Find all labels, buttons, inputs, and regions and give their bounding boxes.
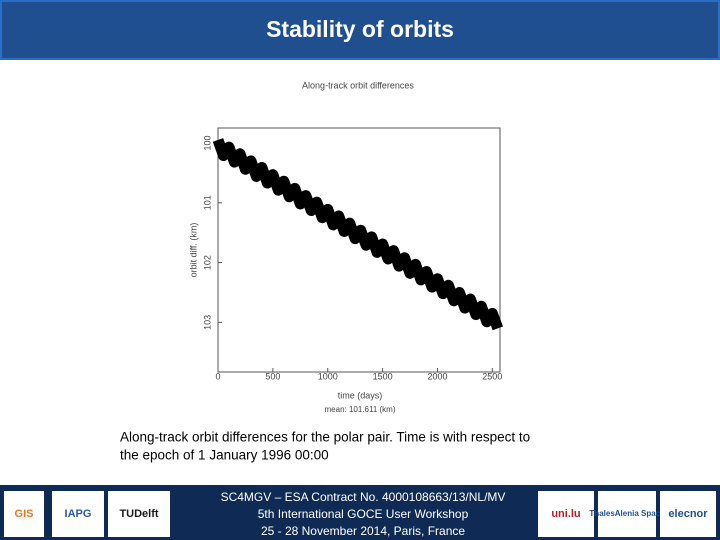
plot-title: Along-track orbit differences: [302, 80, 414, 90]
plot-frame: [217, 127, 501, 373]
x-tick-label: 1000: [318, 371, 338, 381]
x-tick-label: 2000: [427, 371, 447, 381]
y-tick-label: 100: [202, 135, 212, 150]
caption-line: Along-track orbit differences for the po…: [120, 430, 530, 445]
x-tick-label: 2500: [482, 371, 502, 381]
x-tick-label: 1500: [373, 371, 393, 381]
logo-box: [660, 491, 716, 537]
x-tick-label: 500: [265, 371, 280, 381]
y-tick-label: 101: [202, 195, 212, 210]
y-tick-label: 102: [202, 255, 212, 270]
logos: GIS IAPG TUDelft uni.lu ThalesAlenia Space el…: [4, 491, 716, 537]
x-axis-label: time (days): [338, 390, 383, 400]
data-line: [212, 138, 503, 331]
logo-box: [598, 491, 656, 537]
slide-title: Stability of orbits: [266, 16, 454, 42]
footer-line: SC4MGV – ESA Contract No. 4000108663/13/…: [221, 490, 506, 504]
y-tick-label: 103: [202, 315, 212, 330]
logo-text: elecnor: [668, 508, 708, 520]
logo-text: GIS: [15, 508, 34, 520]
logo-text: uni.lu: [551, 508, 580, 520]
logo-box: [108, 491, 170, 537]
logo-box: [4, 491, 44, 537]
logo-text: TUDelft: [119, 508, 158, 520]
caption-line: the epoch of 1 January 1996 00:00: [120, 448, 329, 463]
logo-box: [52, 491, 104, 537]
x-tick-label: 0: [215, 371, 220, 381]
logo-box: [538, 491, 594, 537]
plot: 0 500 1000 1500 2000 2500 100 101 102 103: [202, 135, 503, 381]
logo-text: ThalesAlenia Space: [589, 509, 665, 518]
logo-text: IAPG: [65, 508, 92, 520]
footer-line: 25 - 28 November 2014, Paris, France: [261, 524, 465, 538]
header-bar: [0, 0, 720, 60]
footer-line: 5th International GOCE User Workshop: [258, 507, 469, 521]
y-axis-label: orbit diff. (km): [188, 223, 198, 278]
plot-note: mean: 101.611 (km): [325, 405, 396, 414]
